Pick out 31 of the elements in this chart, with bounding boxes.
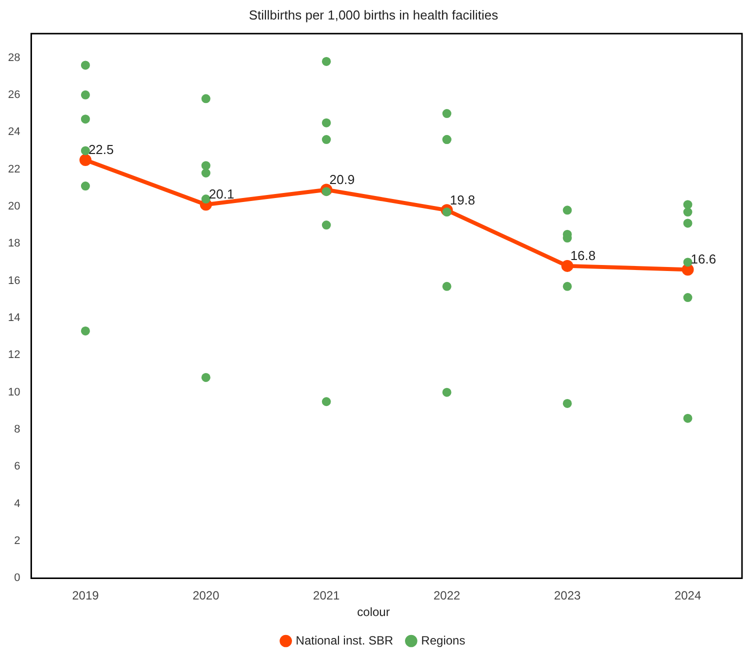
y-tick-label: 24 xyxy=(8,126,20,138)
x-tick-label: 2019 xyxy=(72,588,100,603)
data-label: 16.6 xyxy=(690,252,716,267)
y-tick-label: 8 xyxy=(14,424,20,436)
data-label: 20.9 xyxy=(329,172,355,187)
x-tick-label: 2022 xyxy=(434,588,461,603)
y-tick-label: 2 xyxy=(14,535,20,548)
data-label: 20.1 xyxy=(208,186,234,202)
x-tick-label: 2020 xyxy=(192,588,220,603)
y-tick-label: 4 xyxy=(14,498,20,510)
data-label: 19.8 xyxy=(450,192,476,208)
y-tick-label: 16 xyxy=(8,274,20,287)
y-tick-label: 18 xyxy=(8,238,20,250)
y-tick-label: 6 xyxy=(14,460,20,473)
y-tick-label: 14 xyxy=(8,312,20,324)
data-label: 22.5 xyxy=(88,142,114,158)
legend-title: colour xyxy=(357,604,390,619)
y-tick-label: 12 xyxy=(8,349,20,362)
y-tick-label: 10 xyxy=(8,386,20,398)
data-label: 16.8 xyxy=(570,248,596,264)
chart-title: Stillbirths per 1,000 births in health facilities xyxy=(248,7,499,22)
legend-label: National inst. SBR xyxy=(296,633,394,648)
y-tick-label: 20 xyxy=(8,200,20,212)
x-tick-label: 2021 xyxy=(313,588,340,603)
x-tick-label: 2024 xyxy=(674,588,702,603)
y-tick-label: 22 xyxy=(8,163,20,176)
legend-label: Regions xyxy=(421,633,466,648)
x-tick-label: 2023 xyxy=(554,588,581,603)
y-tick-label: 0 xyxy=(14,572,20,584)
y-tick-label: 28 xyxy=(8,52,20,64)
y-tick-label: 26 xyxy=(8,88,20,101)
